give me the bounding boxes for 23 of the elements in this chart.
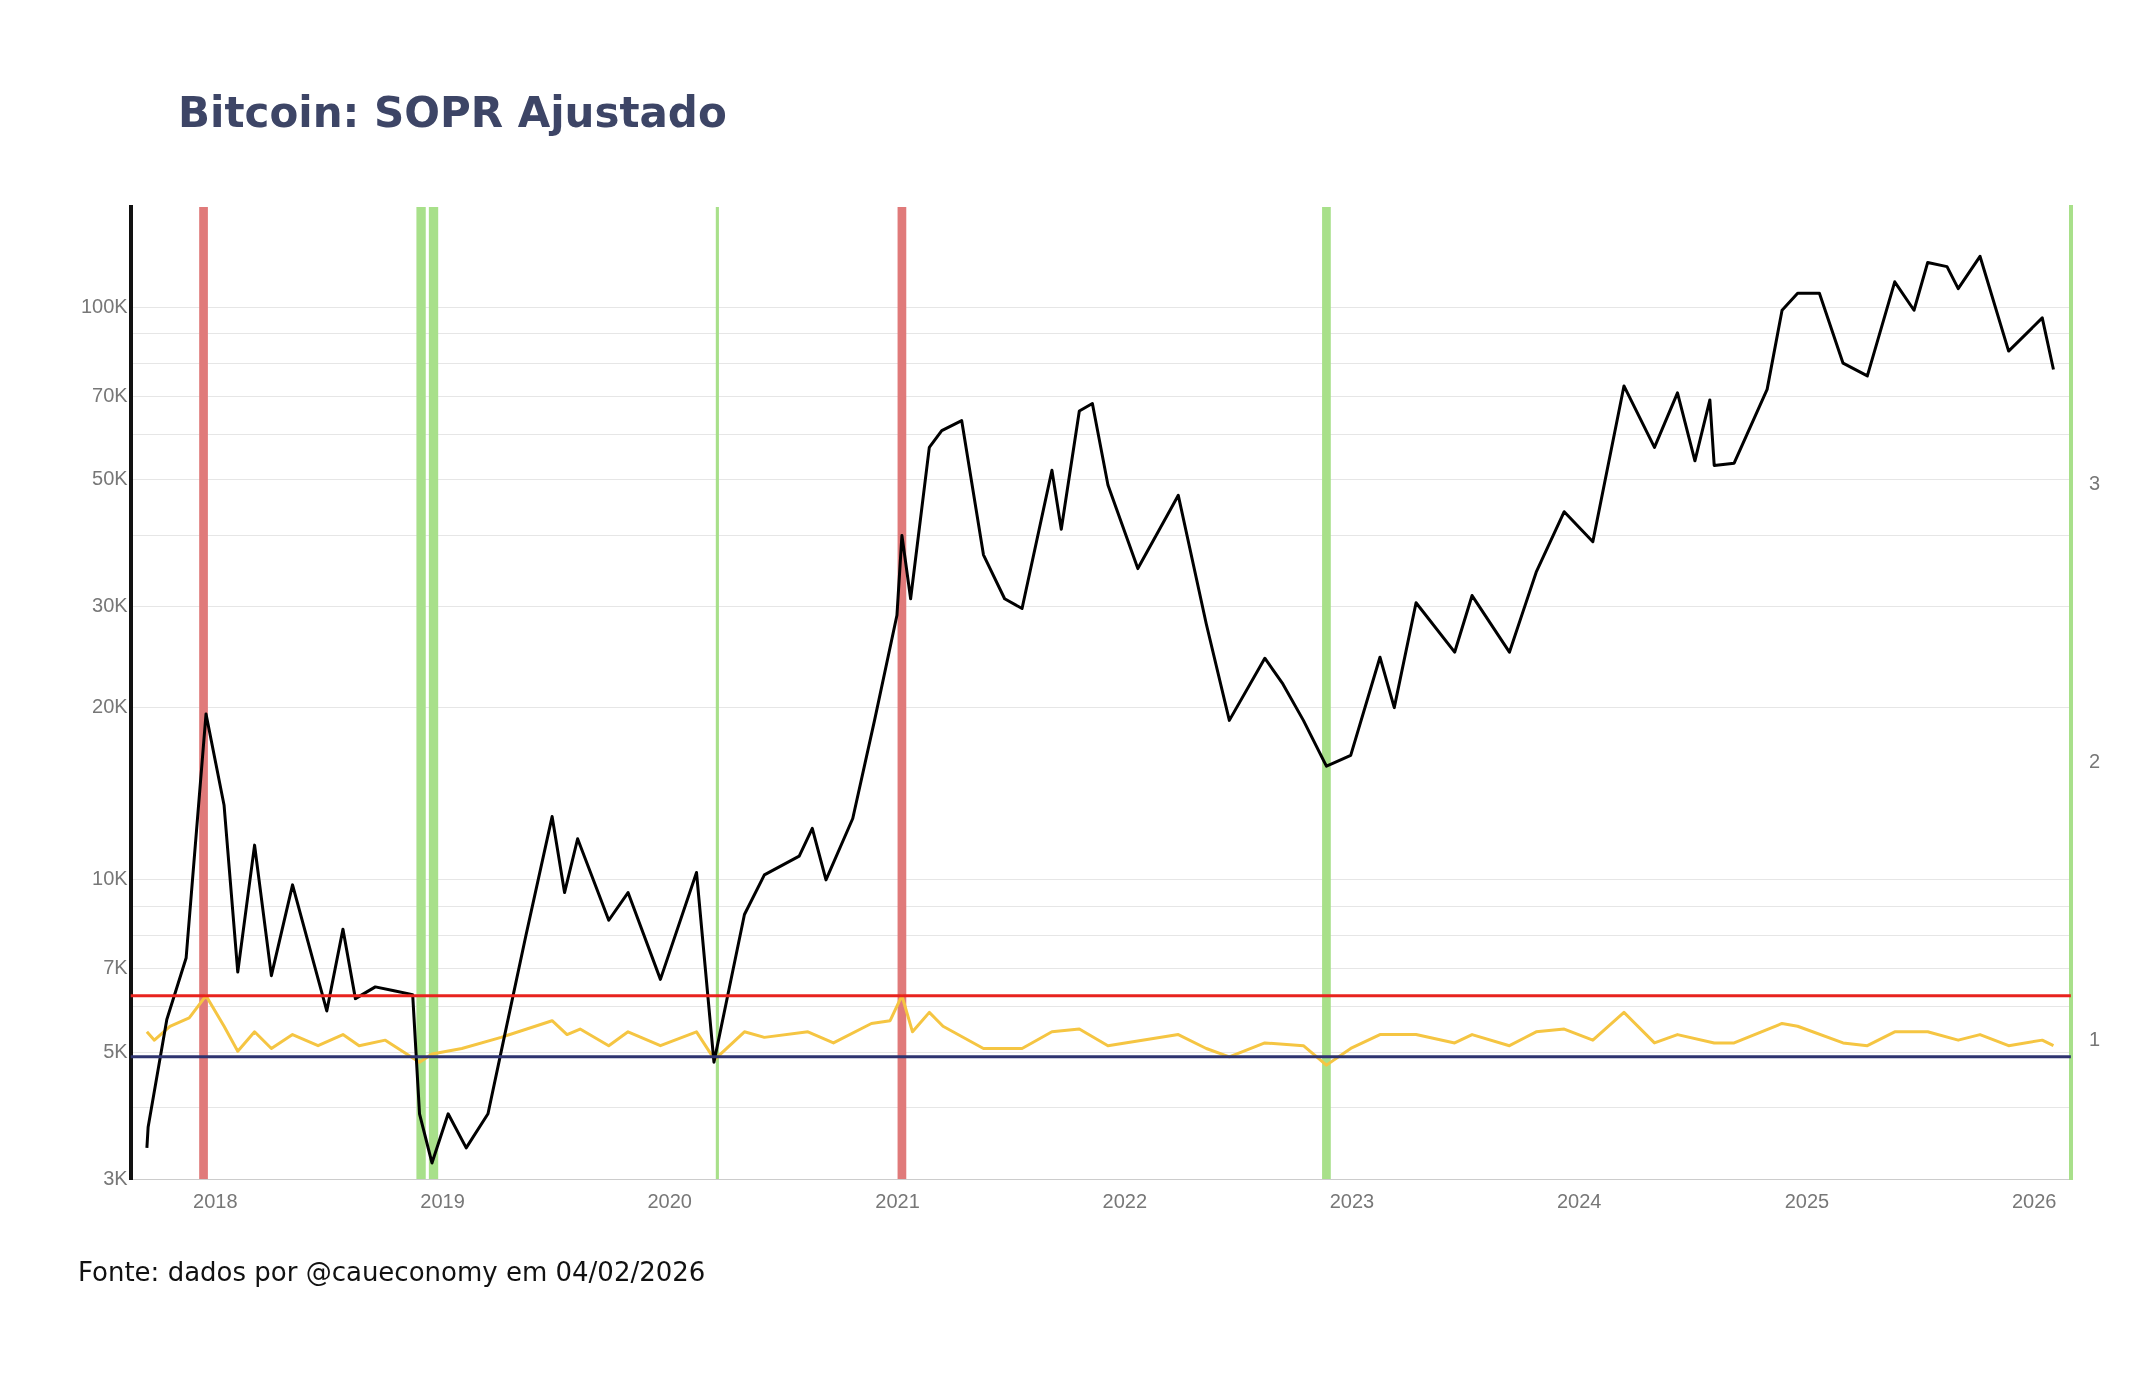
y-tick-label: 20K [92, 695, 129, 718]
y-tick-label: 30K [92, 594, 129, 617]
y-tick-label: 100K [80, 295, 129, 318]
x-tick-label: 2023 [1329, 1189, 1375, 1212]
x-tick-label: 2018 [193, 1189, 238, 1212]
y2-tick-label: 1 [2088, 1027, 2100, 1050]
y-tick-label: 7K [103, 955, 129, 978]
x-tick-label: 2021 [875, 1189, 920, 1212]
source-note: Fonte: dados por @caueconomy em 04/02/2026 [77, 1256, 707, 1287]
y-tick-label: 3K [103, 1166, 129, 1189]
x-tick-label: 2019 [420, 1189, 465, 1212]
x-tick-label: 2020 [647, 1189, 692, 1212]
y2-tick-label: 3 [2088, 472, 2100, 495]
x-tick-label: 2022 [1102, 1189, 1148, 1212]
y-tick-label: 10K [92, 867, 129, 890]
chart-title: Bitcoin: SOPR Ajustado [177, 87, 728, 139]
y-tick-label: 50K [92, 467, 129, 490]
x-tick-label: 2026 [2011, 1189, 2057, 1212]
y-tick-label: 70K [92, 383, 129, 406]
x-tick-label: 2024 [1556, 1189, 1602, 1212]
x-tick-label: 2025 [1784, 1189, 1830, 1212]
y-tick-label: 5K [103, 1039, 129, 1062]
y2-tick-label: 2 [2088, 749, 2100, 772]
